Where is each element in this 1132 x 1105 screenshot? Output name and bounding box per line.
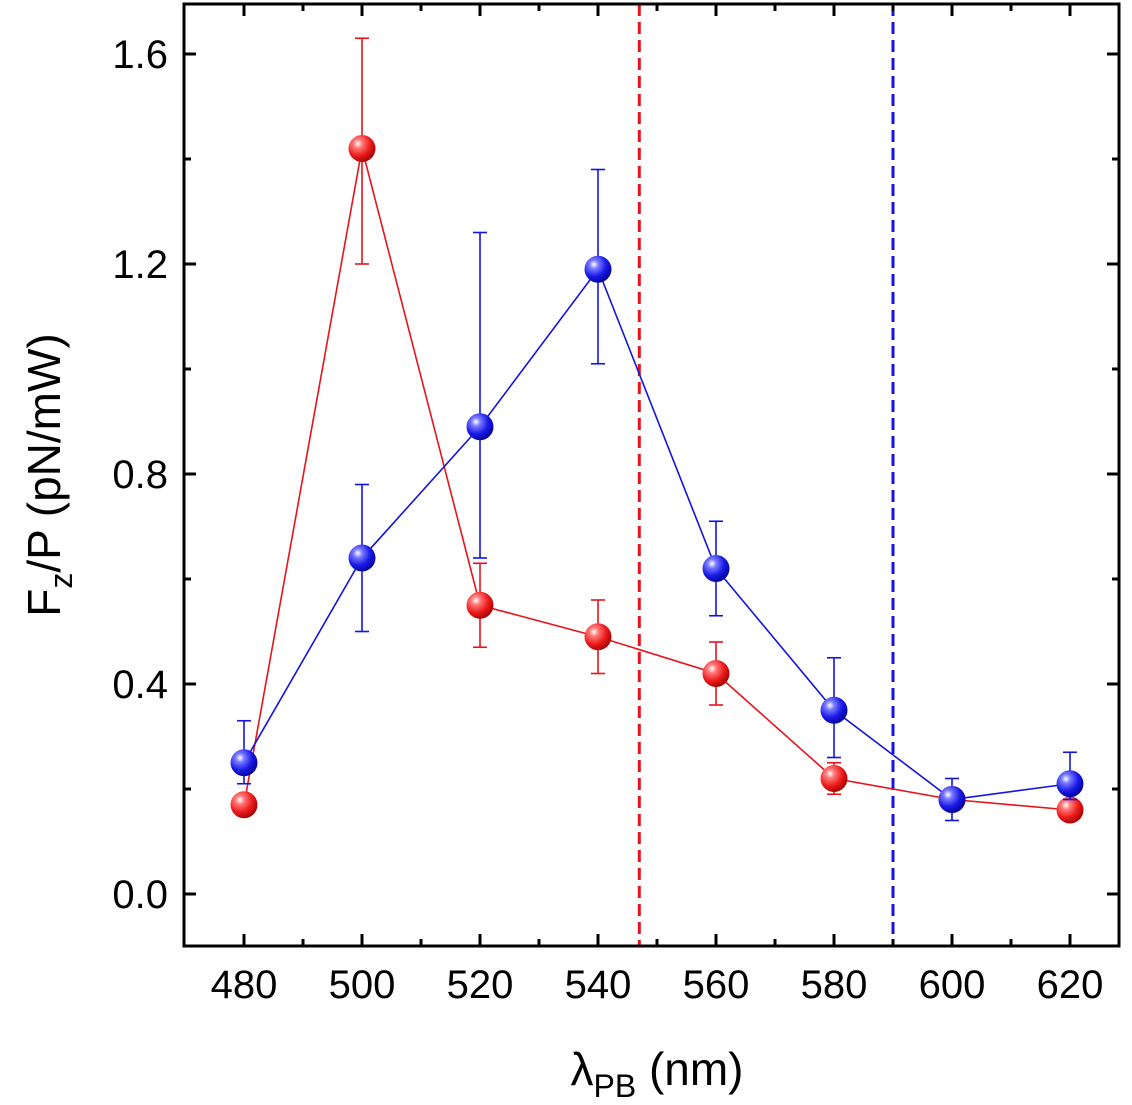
x-axis-ticks: 480 500 520 540 560 580 600 620 [211,4,1104,1007]
data-point-red [1056,796,1084,824]
x-tick-label: 500 [329,963,396,1007]
x-tick-label: 600 [919,963,986,1007]
y-tick-label: 1.6 [112,33,168,77]
x-tick-label: 580 [801,963,868,1007]
series-red [230,37,1084,824]
data-point-blue [466,413,494,441]
x-axis-title-unit: (nm) [636,1043,743,1095]
x-axis-title-sub: PB [593,1068,636,1104]
x-tick-label: 540 [565,963,632,1007]
series-line-blue [243,267,1071,801]
data-point-blue [584,255,612,283]
y-axis-ticks: 0.0 0.4 0.8 1.2 1.6 [112,33,1119,917]
x-axis-title-main: λ [570,1043,593,1095]
series-blue [230,168,1084,822]
y-tick-label: 0.4 [112,663,168,707]
data-point-red [466,591,494,619]
data-series [230,37,1084,824]
data-point-blue [230,749,258,777]
x-tick-label: 560 [683,963,750,1007]
y-tick-label: 0.0 [112,873,168,917]
series-line-red [243,148,1071,811]
data-point-blue [348,544,376,572]
data-point-red [348,135,376,162]
y-axis-title: Fz/P (pN/mW) [18,333,79,616]
y-tick-label: 0.8 [112,453,168,497]
plot-frame [182,2,1121,948]
data-point-red [702,660,730,687]
data-point-red [584,623,612,651]
data-point-blue [820,696,848,724]
x-tick-label: 480 [211,963,278,1007]
x-tick-label: 620 [1037,963,1104,1007]
reference-lines [637,4,895,946]
data-point-blue [1056,770,1084,798]
data-point-blue [702,555,730,582]
data-point-blue [938,786,966,813]
y-axis-title-rest: /P (pN/mW) [18,333,70,572]
data-point-red [820,765,848,792]
y-axis-title-main: F [18,589,70,617]
y-axis-title-sub: z [43,573,79,589]
x-axis-title: λPB (nm) [570,1043,743,1104]
data-point-red [230,791,258,819]
y-tick-label: 1.2 [112,243,168,287]
x-tick-label: 520 [447,963,514,1007]
